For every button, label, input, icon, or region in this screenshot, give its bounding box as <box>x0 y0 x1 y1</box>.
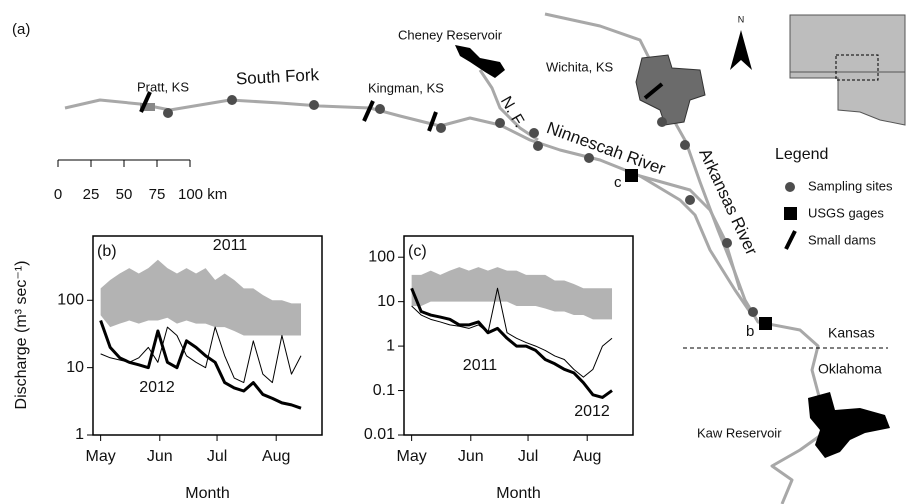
plot-frame <box>403 235 634 436</box>
wichita-area <box>635 54 706 126</box>
y-tick-label: 1 <box>386 337 395 354</box>
range-band <box>411 267 613 320</box>
inset-extent <box>835 54 879 81</box>
ninnescah-branch <box>639 174 752 313</box>
series-annotation: 2011 <box>213 237 248 254</box>
legend-title: Legend <box>775 146 828 163</box>
y-tick-label: 1 <box>75 426 84 443</box>
scale-label: 25 <box>83 186 100 203</box>
kaw-reservoir <box>808 392 890 458</box>
discharge-line <box>411 287 613 378</box>
map-label: Ninnescah River <box>544 118 668 179</box>
y-tick-label: 100 <box>57 291 84 308</box>
legend-dam <box>784 230 797 250</box>
y-axis-label: Discharge (m³ sec⁻¹) <box>13 261 30 410</box>
usgs-gage <box>759 317 772 330</box>
range-band <box>100 259 302 336</box>
scale-bar <box>57 159 191 167</box>
scale-label: 100 km <box>178 186 227 203</box>
dam <box>362 100 375 122</box>
x-tick-label: Jun <box>147 448 173 465</box>
sampling-sites <box>163 95 758 317</box>
usgs-gage <box>625 169 638 182</box>
map-label: Wichita, KS <box>546 59 614 74</box>
south-fork-river <box>64 98 742 291</box>
north-label: N <box>738 14 745 24</box>
map-label: Kingman, KS <box>368 80 444 95</box>
scale-label: 0 <box>54 186 62 203</box>
map-label: Cheney Reservoir <box>398 27 503 42</box>
plot-frame <box>92 235 323 436</box>
y-tick-label: 0.01 <box>364 426 395 443</box>
north-fork-river <box>478 69 539 142</box>
map-label: c <box>614 174 622 191</box>
map-label: Pratt, KS <box>137 79 189 94</box>
y-tick-label: 10 <box>377 293 395 310</box>
north-arrow <box>730 30 752 70</box>
legend-label: Sampling sites <box>808 178 893 193</box>
map-label: b <box>746 323 754 340</box>
map-label: South Fork <box>235 65 320 88</box>
scale-label: 75 <box>149 186 166 203</box>
map-label: Kansas <box>828 325 875 341</box>
panel-label: (c) <box>408 243 427 260</box>
x-axis-label: Month <box>185 485 229 502</box>
legend-label: USGS gages <box>808 205 884 220</box>
x-tick-label: Jun <box>458 448 484 465</box>
dam <box>643 82 664 100</box>
x-tick-label: Jul <box>207 448 227 465</box>
inset-state <box>789 14 906 126</box>
panel-label: (b) <box>97 243 117 260</box>
x-tick-label: Aug <box>262 448 290 465</box>
discharge-line <box>100 326 302 384</box>
y-tick-label: 0.1 <box>373 382 395 399</box>
x-tick-label: Aug <box>573 448 601 465</box>
discharge-line <box>410 287 613 399</box>
map-label: Oklahoma <box>818 361 882 377</box>
legend-label: Small dams <box>808 232 876 247</box>
x-tick-label: May <box>86 448 116 465</box>
legend-site <box>785 182 795 192</box>
x-tick-label: Jul <box>518 448 538 465</box>
x-axis-label: Month <box>496 485 540 502</box>
series-annotation: 2012 <box>574 403 610 420</box>
pratt-lake <box>140 103 155 111</box>
discharge-line <box>99 320 302 410</box>
scale-label: 50 <box>116 186 133 203</box>
series-annotation: 2011 <box>463 357 498 374</box>
panel-label: (a) <box>12 21 30 38</box>
series-annotation: 2012 <box>139 379 175 396</box>
y-tick-label: 10 <box>66 359 84 376</box>
legend-gage <box>784 207 797 220</box>
y-tick-label: 100 <box>368 248 395 265</box>
map-label: Kaw Reservoir <box>697 425 782 440</box>
cheney-reservoir <box>455 45 505 78</box>
dam <box>427 111 438 132</box>
x-tick-label: May <box>397 448 427 465</box>
dam <box>139 91 152 113</box>
